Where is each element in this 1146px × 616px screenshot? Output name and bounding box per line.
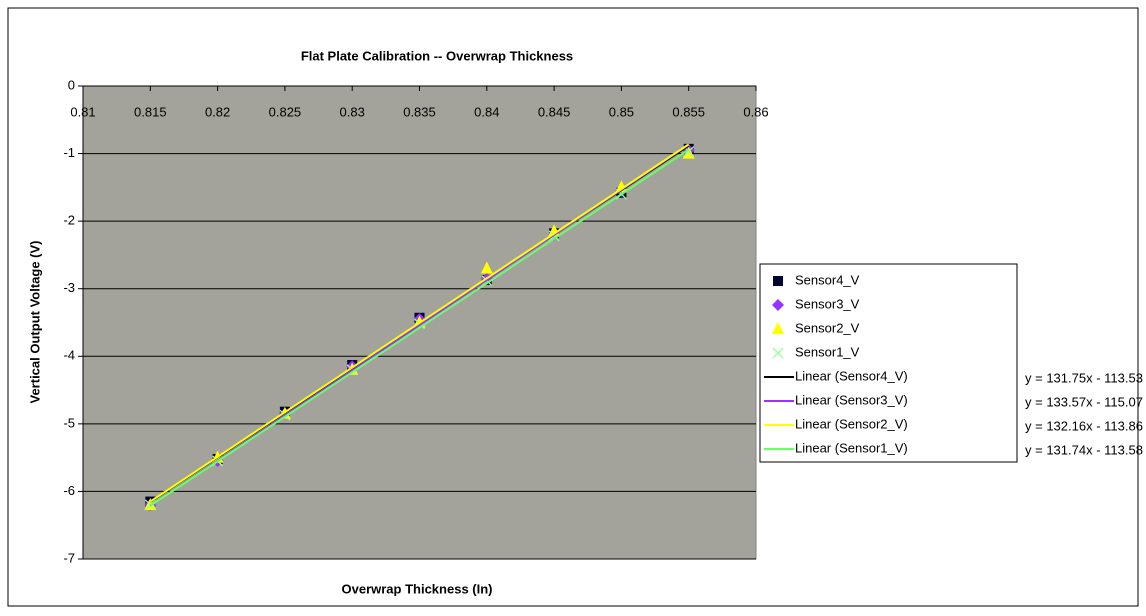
legend-label: Sensor2_V [795,320,860,335]
x-tick-label: 0.85 [609,104,634,119]
y-tick-label: -3 [63,280,75,295]
data-point [682,146,695,159]
trendline-equation: y = 132.16x - 113.86 [1025,418,1143,433]
legend-marker [772,299,784,311]
trendline [149,143,690,503]
x-tick-label: 0.81 [70,104,95,119]
trendline-equation: y = 133.57x - 115.07 [1025,394,1143,409]
x-tick-label: 0.825 [269,104,302,119]
y-tick-label: -2 [63,213,75,228]
legend-label: Sensor4_V [795,272,860,287]
trendline [149,148,690,507]
legend-label: Linear (Sensor1_V) [795,440,908,455]
legend-box [759,263,1018,463]
x-tick-label: 0.83 [340,104,365,119]
x-tick-label: 0.82 [205,104,230,119]
legend-marker [773,276,783,286]
legend-label: Sensor3_V [795,296,860,311]
chart-title: Flat Plate Calibration -- Overwrap Thick… [301,48,573,63]
x-axis-label: Overwrap Thickness (In) [342,581,493,596]
legend-label: Linear (Sensor2_V) [795,416,908,431]
x-tick-label: 0.815 [134,104,167,119]
legend-label: Linear (Sensor4_V) [795,368,908,383]
x-tick-label: 0.86 [743,104,768,119]
y-tick-label: -6 [63,483,75,498]
legend-marker [772,322,784,334]
data-point [480,261,493,274]
trendline-equation: y = 131.74x - 113.58 [1025,442,1143,457]
y-tick-label: -4 [63,348,75,363]
y-tick-label: -7 [63,550,75,565]
y-axis-label: Vertical Output Voltage (V) [27,240,42,403]
legend-marker [772,347,784,359]
legend-label: Linear (Sensor3_V) [795,392,908,407]
trendline-equation: y = 131.75x - 113.53 [1025,370,1143,385]
x-tick-label: 0.845 [538,104,571,119]
data-point [144,497,157,510]
x-tick-label: 0.835 [403,104,436,119]
y-tick-label: -1 [63,145,75,160]
legend-label: Sensor1_V [795,344,860,359]
x-tick-label: 0.84 [474,104,499,119]
x-tick-label: 0.855 [672,104,705,119]
y-tick-label: 0 [68,77,75,92]
y-tick-label: -5 [63,415,75,430]
